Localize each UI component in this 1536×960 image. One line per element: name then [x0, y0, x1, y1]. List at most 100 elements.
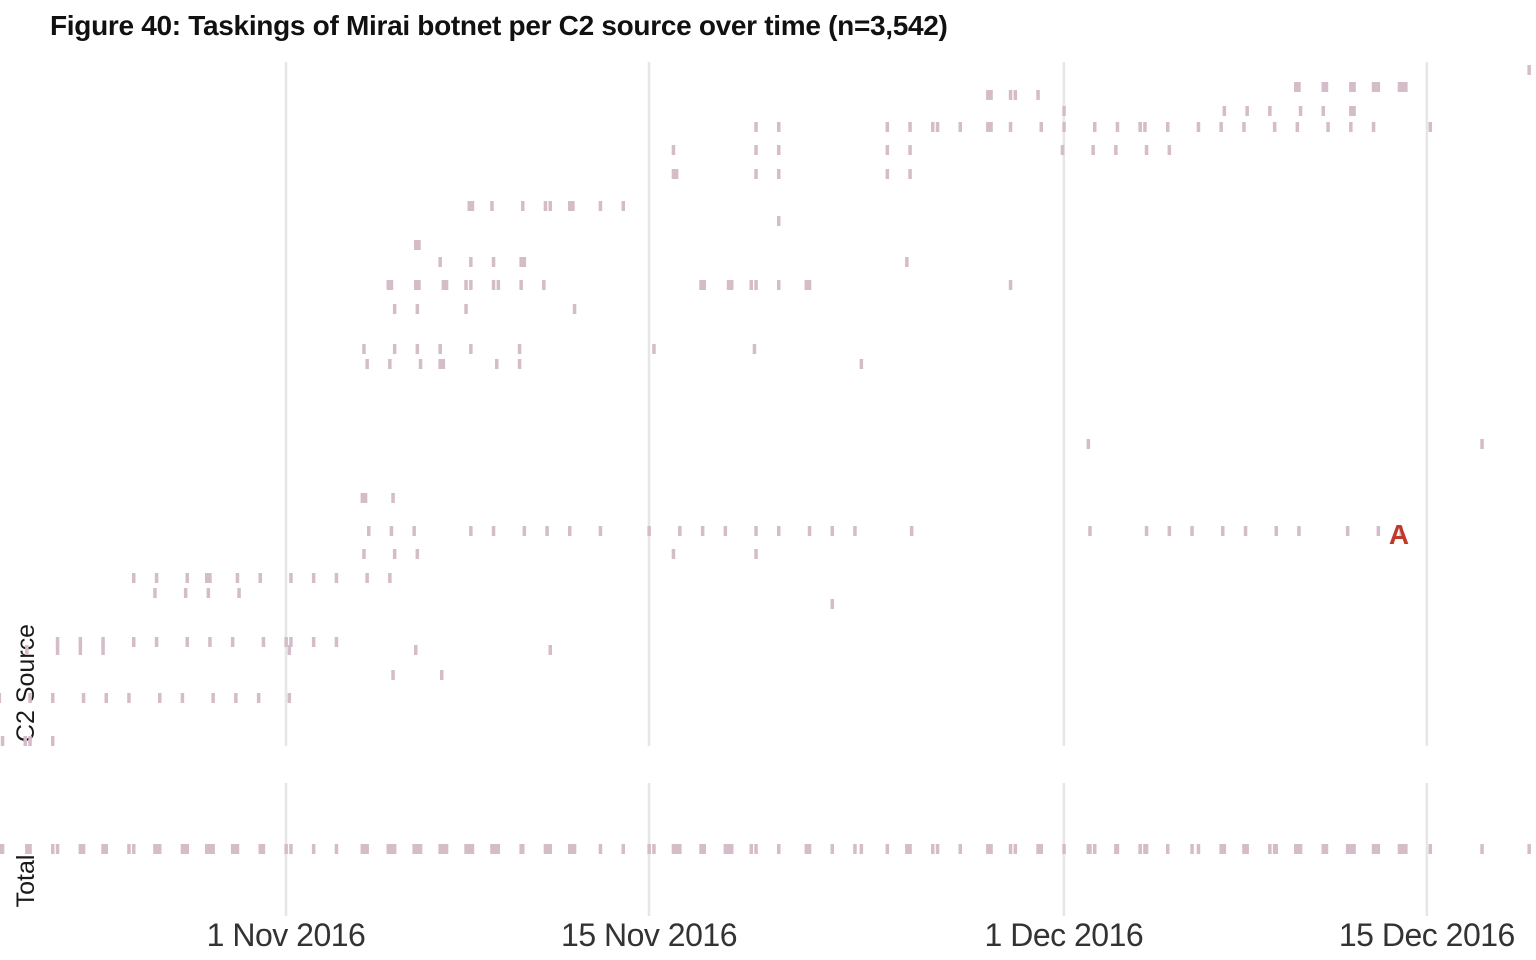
total-mark — [647, 844, 651, 854]
tasking-mark — [1349, 82, 1353, 92]
total-mark — [674, 844, 679, 854]
grid-layer — [284, 62, 1429, 916]
tasking-mark — [543, 201, 548, 211]
total-mark — [491, 844, 496, 854]
total-mark — [234, 844, 238, 854]
tasking-mark — [362, 344, 366, 354]
tasking-mark — [0, 736, 5, 746]
total-mark — [1013, 844, 1018, 854]
total-mark — [885, 844, 890, 854]
total-mark — [127, 844, 131, 854]
tasking-mark — [1143, 122, 1147, 132]
total-mark — [1294, 844, 1298, 854]
tasking-mark — [905, 257, 909, 267]
tasking-mark — [334, 573, 339, 583]
tasking-mark — [55, 645, 60, 655]
total-mark — [183, 844, 188, 854]
total-mark — [958, 844, 962, 854]
tasking-mark — [491, 526, 496, 536]
tasking-mark — [469, 257, 473, 267]
total-mark — [621, 844, 625, 854]
tasking-mark — [804, 280, 809, 290]
total-mark — [804, 844, 809, 854]
tasking-mark — [598, 201, 603, 211]
tasking-mark — [752, 344, 757, 354]
tasking-mark — [388, 359, 392, 369]
total-mark — [261, 844, 266, 854]
tasking-mark — [671, 549, 676, 559]
total-mark — [1428, 844, 1432, 854]
total-mark — [205, 844, 209, 854]
total-mark — [389, 844, 394, 854]
total-mark — [28, 844, 32, 854]
tasking-mark — [132, 637, 136, 647]
total-mark — [1138, 844, 1142, 854]
tasking-mark — [545, 526, 549, 536]
tasking-mark — [1428, 122, 1432, 132]
total-mark — [1397, 844, 1402, 854]
total-mark — [467, 844, 471, 854]
tasking-mark — [414, 645, 418, 655]
total-mark — [1527, 844, 1531, 854]
tasking-mark — [1190, 526, 1194, 536]
tasking-mark — [28, 736, 32, 746]
tasking-mark — [754, 145, 758, 155]
tasking-mark — [521, 201, 525, 211]
tasking-mark — [388, 573, 392, 583]
total-mark — [1036, 844, 1040, 854]
total-mark — [0, 844, 2, 854]
tasking-mark — [1091, 145, 1095, 155]
total-mark — [104, 844, 108, 854]
total-mark — [519, 844, 523, 854]
tasking-mark — [1086, 439, 1091, 449]
tasking-mark — [78, 645, 83, 655]
mark-layer — [0, 65, 1531, 746]
tasking-mark — [1349, 106, 1353, 116]
total-mark — [211, 844, 215, 854]
tasking-mark — [1352, 82, 1356, 92]
tasking-mark — [1008, 90, 1013, 100]
tasking-mark — [522, 526, 527, 536]
tasking-mark — [469, 344, 473, 354]
tasking-mark — [417, 240, 421, 250]
tasking-mark — [412, 526, 416, 536]
tasking-mark — [1093, 122, 1097, 132]
tasking-mark — [101, 645, 105, 655]
total-mark — [730, 844, 734, 854]
tasking-mark — [1397, 82, 1402, 92]
tasking-mark — [438, 359, 442, 369]
total-mark — [935, 844, 940, 854]
tasking-mark — [700, 526, 705, 536]
total-mark — [671, 844, 676, 854]
tasking-mark — [674, 169, 679, 179]
tasking-mark — [386, 280, 390, 290]
tasking-mark — [548, 645, 552, 655]
total-mark — [1144, 844, 1149, 854]
tasking-mark — [360, 493, 365, 503]
tasking-mark — [1326, 122, 1330, 132]
tasking-mark — [495, 359, 499, 369]
total-mark — [699, 844, 703, 854]
total-mark — [334, 844, 339, 854]
tasking-mark — [807, 280, 812, 290]
tasking-mark — [1144, 526, 1149, 536]
tasking-mark — [548, 201, 552, 211]
tasking-mark — [289, 637, 293, 647]
tasking-mark — [749, 280, 753, 290]
total-mark — [1321, 844, 1325, 854]
total-mark — [1008, 844, 1013, 854]
total-mark — [1196, 844, 1201, 854]
tasking-mark — [101, 637, 105, 647]
tasking-mark — [908, 169, 912, 179]
annotation-label: A — [1389, 519, 1409, 550]
tasking-mark — [1376, 82, 1381, 92]
total-mark — [289, 844, 293, 854]
tasking-mark — [935, 122, 940, 132]
tasking-mark — [1297, 526, 1301, 536]
tasking-mark — [1221, 526, 1225, 536]
tasking-mark — [730, 280, 734, 290]
tasking-mark — [1167, 145, 1172, 155]
total-mark — [470, 844, 475, 854]
tasking-mark — [287, 693, 292, 703]
